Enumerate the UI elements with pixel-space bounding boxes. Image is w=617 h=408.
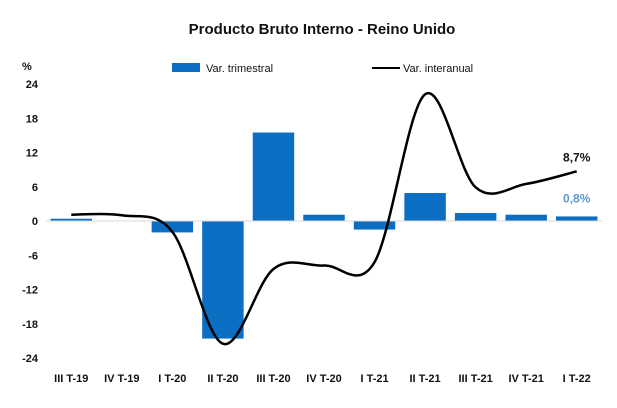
x-tick-label: IV T-19 (104, 373, 139, 385)
y-tick-label: 12 (26, 148, 38, 160)
legend-swatch-bar (172, 63, 200, 72)
x-tick-label: II T-21 (409, 373, 440, 385)
x-tick-label: IV T-20 (306, 373, 341, 385)
x-tick-label: III T-20 (256, 373, 290, 385)
bar (404, 193, 446, 221)
bar (50, 218, 92, 221)
bar (505, 214, 547, 221)
bar (303, 214, 345, 221)
y-tick-label: 18 (26, 113, 38, 125)
x-tick-label: II T-20 (207, 373, 238, 385)
x-tick-label: III T-19 (54, 373, 88, 385)
line-series (71, 91, 578, 345)
x-axis: III T-19 IV T-19 I T-20 II T-20 III T-20 IV T… (54, 373, 591, 385)
bar-series (50, 132, 598, 339)
bar (454, 213, 497, 221)
y-tick-label: -18 (22, 319, 38, 331)
bar (151, 221, 194, 233)
y-tick-label: -24 (22, 353, 39, 365)
chart-title: Producto Bruto Interno - Reino Unido (189, 21, 456, 38)
y-axis: 24 18 12 6 0 -6 -12 -18 -24 (22, 79, 39, 365)
legend-label-line: Var. interanual (403, 63, 473, 75)
bar (252, 132, 295, 221)
x-tick-label: IV T-21 (508, 373, 543, 385)
y-tick-label: 6 (32, 182, 38, 194)
bar (556, 216, 598, 221)
y-tick-label: -12 (22, 285, 38, 297)
y-axis-unit: % (22, 61, 32, 73)
y-tick-label: 24 (26, 79, 39, 91)
data-labels: 8,7% 0,8% (563, 150, 591, 205)
y-tick-label: 0 (32, 216, 38, 228)
series-line (71, 91, 578, 345)
bar (202, 221, 244, 339)
legend: Var. trimestral Var. interanual (172, 63, 473, 75)
data-label: 8,7% (563, 150, 591, 164)
x-tick-label: I T-20 (158, 373, 186, 385)
y-tick-label: -6 (28, 250, 38, 262)
x-tick-label: I T-22 (563, 373, 591, 385)
x-tick-label: I T-21 (360, 373, 388, 385)
data-label: 0,8% (563, 191, 591, 205)
bar (353, 221, 396, 230)
x-tick-label: III T-21 (459, 373, 493, 385)
legend-label-bar: Var. trimestral (206, 63, 273, 75)
